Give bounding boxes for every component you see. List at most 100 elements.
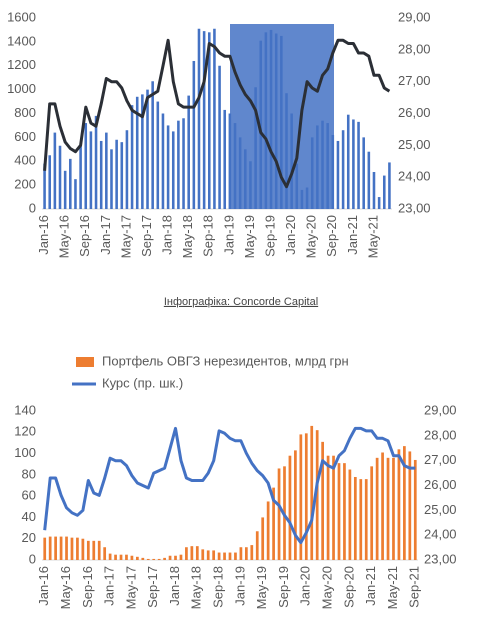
bar	[105, 132, 108, 209]
bar	[352, 119, 355, 209]
y2-tick-label: 26,00	[424, 477, 457, 492]
bar	[152, 558, 156, 560]
bar	[213, 28, 216, 210]
y-tick-label: 140	[14, 402, 36, 417]
bar	[413, 459, 417, 560]
y2-tick-label: 29,00	[398, 9, 431, 24]
bar	[212, 550, 216, 560]
bar	[362, 137, 365, 209]
bar	[187, 95, 190, 209]
y2-tick-label: 25,00	[424, 502, 457, 517]
x-tick-label: Jan-20	[298, 566, 313, 606]
bar	[63, 170, 67, 209]
bar	[372, 171, 376, 209]
bar	[89, 131, 93, 209]
bar	[114, 554, 117, 560]
x-tick-label: Jan-16	[36, 215, 51, 255]
bar	[195, 546, 199, 560]
bar	[48, 536, 52, 560]
y-tick-label: 100	[14, 445, 36, 460]
bar	[207, 32, 211, 210]
bar	[304, 433, 308, 560]
bar	[277, 468, 281, 560]
y2-tick-label: 24,00	[424, 527, 457, 542]
x-tick-label: Jan-16	[36, 566, 51, 606]
bar	[370, 466, 374, 560]
x-tick-label: May-21	[385, 566, 400, 609]
bar	[336, 140, 340, 209]
bar	[201, 549, 205, 560]
x-tick-label: Sep-16	[77, 215, 92, 257]
x-tick-label: Sep-17	[139, 215, 154, 257]
bar	[206, 550, 210, 560]
bar	[43, 537, 47, 560]
x-tick-label: May-19	[242, 215, 257, 258]
bar	[250, 545, 254, 560]
x-tick-label: Sep-19	[262, 215, 277, 257]
rate-line	[43, 38, 391, 189]
bar	[408, 451, 412, 560]
bar	[48, 155, 52, 209]
y-tick-label: 20	[22, 530, 36, 545]
y-tick-label: 120	[14, 424, 36, 439]
y-tick-label: 1000	[7, 81, 36, 96]
x-tick-label: Jan-19	[221, 215, 236, 255]
bar	[136, 556, 139, 560]
bar	[386, 457, 390, 560]
bar	[346, 114, 350, 209]
x-tick-label: Jan-18	[160, 215, 175, 255]
bar	[310, 425, 314, 560]
bar	[141, 557, 145, 560]
bar	[244, 547, 248, 560]
bar	[69, 158, 72, 209]
x-tick-label: Jan-21	[363, 566, 378, 606]
y2-tick-label: 28,00	[398, 41, 431, 56]
bar	[119, 554, 123, 560]
bar	[151, 81, 154, 209]
y-tick-label: 0	[29, 200, 36, 215]
bar	[228, 552, 232, 560]
bar	[125, 554, 128, 560]
bar	[99, 140, 103, 209]
bar	[70, 537, 74, 560]
bar	[92, 540, 96, 560]
y2-tick-label: 24,00	[398, 169, 431, 184]
y-tick-label: 1400	[7, 33, 36, 48]
bar	[135, 96, 139, 209]
bar	[166, 125, 170, 209]
x-tick-label: Sep-20	[324, 215, 339, 257]
x-tick-label: Jan-21	[345, 215, 360, 255]
bar	[94, 115, 98, 209]
bar	[341, 130, 345, 209]
y2-tick-label: 23,00	[424, 551, 457, 566]
bar	[130, 105, 134, 209]
bar	[168, 555, 172, 560]
bar	[84, 123, 88, 209]
y-tick-label: 0	[29, 551, 36, 566]
y-tick-label: 600	[14, 129, 36, 144]
rate-line	[43, 426, 416, 545]
bar	[299, 434, 303, 560]
x-tick-label: Sep-18	[211, 566, 226, 608]
bar	[53, 132, 57, 209]
bar	[234, 552, 237, 560]
bar	[202, 31, 206, 209]
x-tick-label: Jan-17	[98, 215, 113, 255]
bar	[239, 547, 243, 560]
x-tick-label: Jan-18	[167, 566, 182, 606]
x-tick-label: May-20	[320, 566, 335, 609]
bar	[76, 537, 79, 560]
x-tick-label: Sep-20	[341, 566, 356, 608]
x-tick-label: May-20	[304, 215, 319, 258]
bar	[190, 546, 194, 560]
bar	[381, 452, 384, 560]
y-tick-label: 60	[22, 488, 36, 503]
bar	[217, 552, 221, 560]
bar	[146, 89, 149, 209]
bar	[81, 538, 85, 560]
bar	[315, 430, 319, 560]
x-tick-label: Sep-16	[80, 566, 95, 608]
legend-swatch	[76, 357, 94, 367]
